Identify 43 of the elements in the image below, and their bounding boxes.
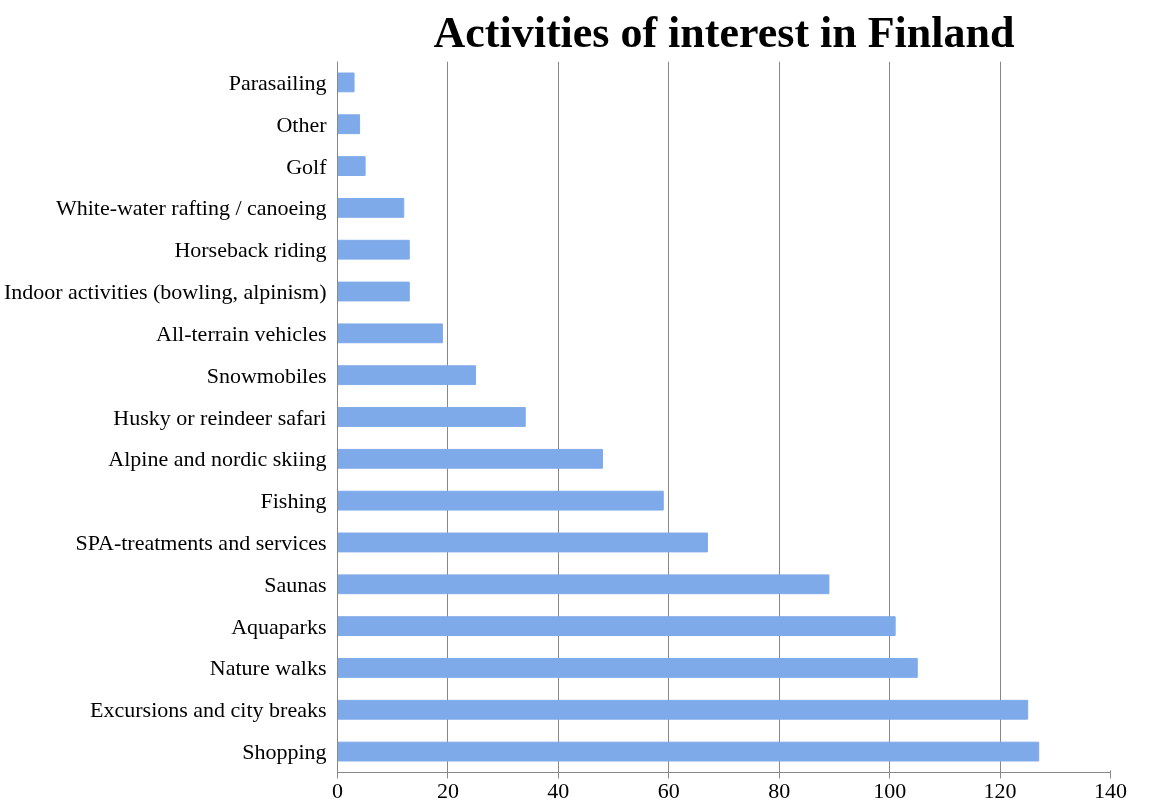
y-tick-label: All-terrain vehicles: [156, 320, 327, 346]
y-tick-label: Golf: [286, 153, 328, 179]
bar: [337, 532, 708, 553]
bar: [337, 490, 664, 511]
bar: [337, 156, 366, 176]
bar: [337, 72, 355, 93]
y-tick-label: Indoor activities (bowling, alpinism): [3, 279, 327, 305]
bar: [337, 448, 604, 469]
y-tick-label: Alpine and nordic skiing: [108, 446, 327, 472]
bar: [337, 197, 405, 218]
bar: [337, 281, 410, 302]
x-tick-label: 60: [657, 777, 680, 803]
x-tick-label: 100: [873, 777, 907, 803]
x-tick-label: 20: [436, 777, 459, 803]
bar: [337, 616, 896, 637]
x-tick-label: 80: [768, 777, 791, 803]
y-tick-label: Husky or reindeer safari: [113, 404, 327, 430]
y-tick-label: Aquaparks: [231, 613, 327, 639]
x-tick-label: 40: [547, 777, 570, 803]
bar: [337, 741, 1040, 762]
y-tick-label: SPA-treatments and services: [75, 529, 327, 555]
y-tick-label: Parasailing: [228, 69, 327, 95]
chart-title: Activities of interest in Finland: [433, 7, 1015, 57]
y-tick-label: Snowmobiles: [206, 362, 327, 388]
bar: [337, 323, 443, 344]
bar: [337, 574, 830, 595]
bar: [337, 658, 918, 678]
x-tick-label: 120: [983, 777, 1017, 803]
bar: [337, 114, 361, 135]
y-tick-label: White-water rafting / canoeing: [55, 195, 327, 221]
bar: [337, 407, 526, 427]
x-tick-label: 140: [1094, 777, 1127, 803]
y-tick-label: Saunas: [264, 571, 327, 597]
y-tick-label: Fishing: [260, 488, 327, 514]
y-tick-label: Horseback riding: [174, 237, 327, 263]
y-tick-label: Shopping: [242, 739, 327, 765]
y-tick-label: Nature walks: [209, 655, 327, 681]
bar: [337, 239, 410, 260]
y-tick-label: Other: [276, 111, 328, 137]
x-tick-label: 0: [332, 777, 343, 803]
bar: [337, 365, 477, 386]
bar: [337, 699, 1029, 720]
y-tick-label: Excursions and city breaks: [90, 697, 327, 723]
